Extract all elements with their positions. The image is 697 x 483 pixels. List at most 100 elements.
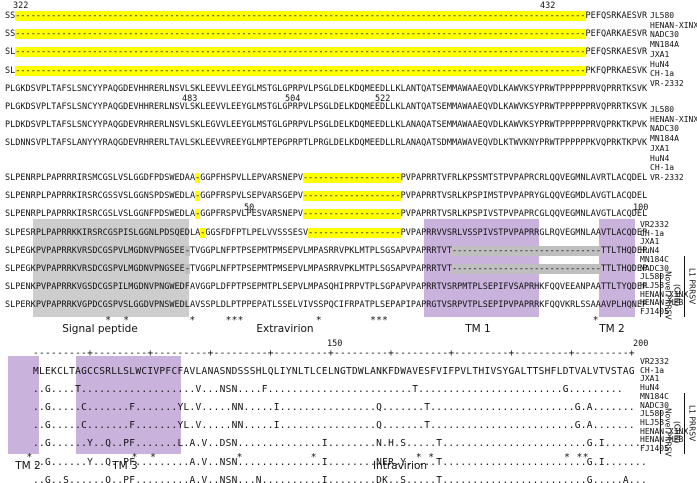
group-bracket-label-text: L1 PRRSV [687,268,697,305]
sequence-segment: ..G......Y..Q..PF.........A.V..NSN......… [33,456,647,468]
sequence-segment: ..G......Y..Q..PF.......L.A.V..DSN......… [33,438,647,450]
group-bracket-label: L1 PRRSV [687,393,696,454]
region-caption: Signal peptide [62,323,138,335]
alignment-row: ..G..S......Q..PF.........A.V..NSN...N..… [33,474,697,483]
sequence-segment: ..G.....C.......F.......YL.V.....NN.....… [33,401,635,413]
group-bracket [684,393,686,454]
alignment-row: PLDKDSVPLTAFSLSNCYYPAQGDEVRHRERLNSVLSKLE… [5,121,697,130]
alignment-row: SLPEGKPVPAPRRKVRSDCGSPVLMGDNVPNGSEE-TVGG… [5,245,697,256]
strain-label: NADC30 [640,263,669,273]
gap-highlight: ----------------------------- [451,264,601,274]
strain-label: JL580 [650,11,675,20]
sequence-segment: TTLTHQDEP [600,245,648,256]
group-bracket [660,410,662,454]
sequence-segment: TVGGPLNFPTPSEPMTPMSEPVLMPASRRVPKLMTPLSGS… [189,245,452,256]
conservation-asterisks: * * * *** * *** * [33,315,641,326]
alignment-row: SS--------------------------------------… [5,29,697,40]
strain-label: HLJ58 [640,280,665,290]
position-marker: 200 [633,339,649,349]
group-bracket [660,273,662,317]
sequence-segment: SLPENRPLPAPRRRIRSMCGSLVSLGGDFPDSWEDAA [5,173,196,183]
region-band [598,219,635,317]
alignment-row: SLPENKPVPAPRRKVGSDCGSPILMGDNVPNGWEDFAVGG… [5,283,697,292]
group-bracket-label-text: (CHN) [672,283,682,307]
position-marker: 100 [633,203,649,213]
strain-label: NADC30 [650,30,679,40]
sequence-segment: PLGKDSVPLTAFSLSNCYYPAQGDEVHHRERLNSVLSKLE… [5,102,648,112]
sequence-segment: SLPEGKPVPAPRRKVRSDCGSPVLMGDNVPNGSEE [5,245,185,256]
alignment-row: SL--------------------------------------… [5,65,697,76]
region-band [75,356,181,454]
sequence-segment: SLPENRPLPAPRRKIRSRCGSLVSLGGNFPDSWEDLA [5,209,196,220]
sequence-segment: ..G.....C.......F.......YL.V.....NN.....… [33,420,635,432]
group-bracket-label: Novel PRRSV [663,407,673,457]
region-caption: Extravirion [256,323,314,335]
strain-label: MN184A [650,40,679,50]
group-bracket-label: (CHN) [672,410,681,454]
sequence-segment: SLPEGKPVPAPRRKVRSDCGSPVLMGDNVPNGSEE [5,264,185,274]
sequence-segment: PEFQARKAESVR [585,29,648,40]
alignment-row: PLGKDSVPLTAFSLSNCYYPAQGDEVHHRERLNSVLSKLE… [5,85,697,94]
sequence-segment: SLDNNSVPLTAFSLANYYYRAQGDEVRHRERLTAVLSKLE… [5,138,648,149]
gap-highlight: ----------------------------------------… [15,65,586,76]
strain-label: HuN4 [640,383,660,393]
sequence-segment: PVPAPRRVVSRLVSSPIVSTPVPAPRRGLRQVEGMNLAAV… [400,227,648,238]
sequence-segment: TVGGPLNFPTPSEPMTPMSEPVLMPASRRVPKLMTPLSGS… [189,264,452,274]
strain-label: HENAN-XINX [640,289,689,299]
gap-highlight: ------------------- [302,209,401,220]
position-marker: 150 [327,339,343,349]
group-bracket-label-text: Novel PRRSV [663,270,673,320]
strain-label: HENAN-HEB [640,435,684,445]
position-marker: 50 [244,203,255,213]
sequence-segment: SL [5,65,16,76]
strain-label: HENAN-XINX [650,20,697,30]
position-marker: 522 [375,94,391,104]
group-bracket-label: Novel PRRSV [663,270,673,320]
region-caption: TM 2 [599,323,625,335]
group-bracket-label-text: Novel PRRSV [663,407,673,457]
sequence-segment: PEFQSRKAESVR [585,11,648,21]
alignment-row: ..G.....C.......F.......YL.V.....NN.....… [33,421,697,431]
gap-highlight: ----------------------------------------… [15,11,586,21]
strain-label: HuN4 [640,246,660,256]
gap-highlight: ------------------ [308,227,401,238]
sequence-segment: SLPERKPVPAPRRKVGPDCGSPVSLGGDVPNSWEDLAVSS… [5,300,648,311]
strain-label: CH-1a [650,163,675,173]
strain-label: FJ1405 [640,307,669,316]
alignment-row: ..G......Y..Q..PF.......L.A.V..DSN......… [33,439,697,449]
strain-label: JXA1 [640,237,660,247]
alignment-row: SLPERKPVPAPRRKVGPDCGSPVSLGGDVPNSWEDLAVSS… [5,301,697,310]
position-marker: 322 [13,1,29,11]
gap-highlight: ----------------------------- [451,245,601,256]
sequence-segment: PVPAPRRTVFRLKPSSMTSTPVPAPRCRLQQVEGMNLAVR… [400,173,648,183]
alignment-row: SLPENRPLPAPRRKIRSRCGSLVSLGGNFPDSWEDLA-GG… [5,209,697,220]
alignment-row: SLPENRPLPAPRRRIRSMCGSLVSLGGDFPDSWEDAA-GG… [5,173,697,183]
strain-label: HENAN-XINX [650,114,697,124]
alignment-row: SLPESRPLPAPRRKKIRSRCGSPISLGGNLPDSQEDLA-G… [5,227,697,238]
group-bracket-label: L1 PRRSV [687,256,696,317]
position-marker: 483 [182,94,198,104]
group-bracket [684,256,686,317]
strain-label: CH-1a [650,69,675,79]
group-bracket-label: (CHN) [672,273,681,317]
sequence-segment: SLPESRPLPAPRRKKIRSRCGSPISLGGNLPDSQEDLA [5,227,201,238]
alignment-row: SLPENRPLPAPRRKIRSRCGSSVSLGGNSPDSWEDLA-GG… [5,191,697,202]
position-marker: 432 [540,1,556,11]
strain-label: HENAN-HEB [640,298,684,308]
group-bracket-label-text: (CHN) [672,420,682,444]
strain-label: CH-1a [640,365,665,375]
strain-label: CH-1a [640,228,665,238]
region-caption: Intravirion [372,460,428,472]
conservation-asterisks: * * * * * * * * ** [8,452,626,463]
strain-label: VR-2332 [650,172,684,182]
strain-label: HENAN-XINX [640,426,689,436]
sequence-segment: ..G....T...................V...NSN....F.… [33,383,623,395]
position-marker: 504 [285,94,301,104]
strain-label: HLJ58 [640,417,665,427]
sequence-segment: GGPFRSPVLSEPVARSGEPV [200,191,303,202]
gap-highlight: - [200,227,206,238]
gap-highlight: - [184,245,190,256]
alignment-row: MLEKCLTAGCCSRLLSLWCIVPFCFAVLANASNDSSSHLQ… [33,366,697,377]
sequence-segment: ..G..S......Q..PF.........A.V..NSN...N..… [33,474,647,483]
